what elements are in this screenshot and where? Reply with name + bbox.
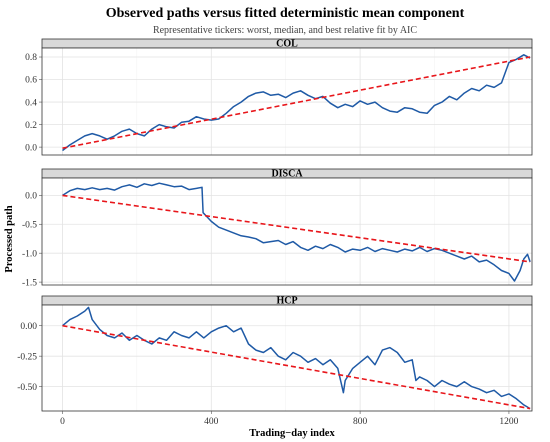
- fitted-mean-line: [62, 324, 531, 410]
- y-tick-label: -0.50: [17, 383, 37, 393]
- chart-subtitle: Representative tickers: worst, median, a…: [153, 25, 417, 36]
- x-axis-title: Trading−day index: [249, 428, 335, 439]
- y-tick-label: 0.0: [25, 143, 37, 153]
- panel-col: COL 0.0 0.2 0.4 0.6 0.8: [25, 39, 533, 156]
- x-tick-label: 800: [353, 417, 368, 427]
- y-tick-label: 0.8: [25, 53, 37, 63]
- x-tick-label: 400: [204, 417, 219, 427]
- facet-panels: COL 0.0 0.2 0.4 0.6 0.8 DISCA 0.0 -0.5 -1.0 -1.5 HC…: [17, 39, 533, 412]
- panel-border: [41, 47, 533, 156]
- facet-strip-label: COL: [276, 39, 298, 50]
- y-tick-label: 0.0: [25, 192, 37, 202]
- panel-border: [41, 177, 533, 286]
- observed-path-line: [62, 54, 531, 152]
- facet-strip-label: DISCA: [271, 169, 303, 180]
- y-tick-label: 0.00: [20, 322, 37, 332]
- observed-path-line: [62, 182, 531, 282]
- panel-disca: DISCA 0.0 -0.5 -1.0 -1.5: [22, 168, 533, 288]
- y-tick-label: 0.4: [25, 98, 37, 108]
- observed-path-line: [62, 306, 531, 410]
- y-tick-label: -1.0: [22, 249, 37, 259]
- y-tick-label: -0.5: [22, 220, 37, 230]
- x-tick-label: 1200: [499, 417, 518, 427]
- y-tick-label: 0.6: [25, 76, 37, 86]
- facet-strip-label: HCP: [276, 296, 297, 307]
- fitted-mean-line: [62, 194, 531, 263]
- y-tick-label: 0.2: [25, 121, 37, 131]
- chart-title: Observed paths versus fitted determinist…: [106, 6, 465, 21]
- y-tick-label: -0.25: [17, 352, 37, 362]
- plot-area: [42, 48, 532, 155]
- panel-hcp: HCP 0.00 -0.25 -0.50: [17, 295, 533, 412]
- plot-area: [42, 178, 532, 285]
- y-tick-label: -1.5: [22, 278, 37, 288]
- x-axis: 0 400 800 1200: [60, 411, 519, 427]
- x-tick-label: 0: [60, 417, 65, 427]
- panel-border: [41, 304, 533, 412]
- y-axis-title: Processed path: [4, 205, 15, 272]
